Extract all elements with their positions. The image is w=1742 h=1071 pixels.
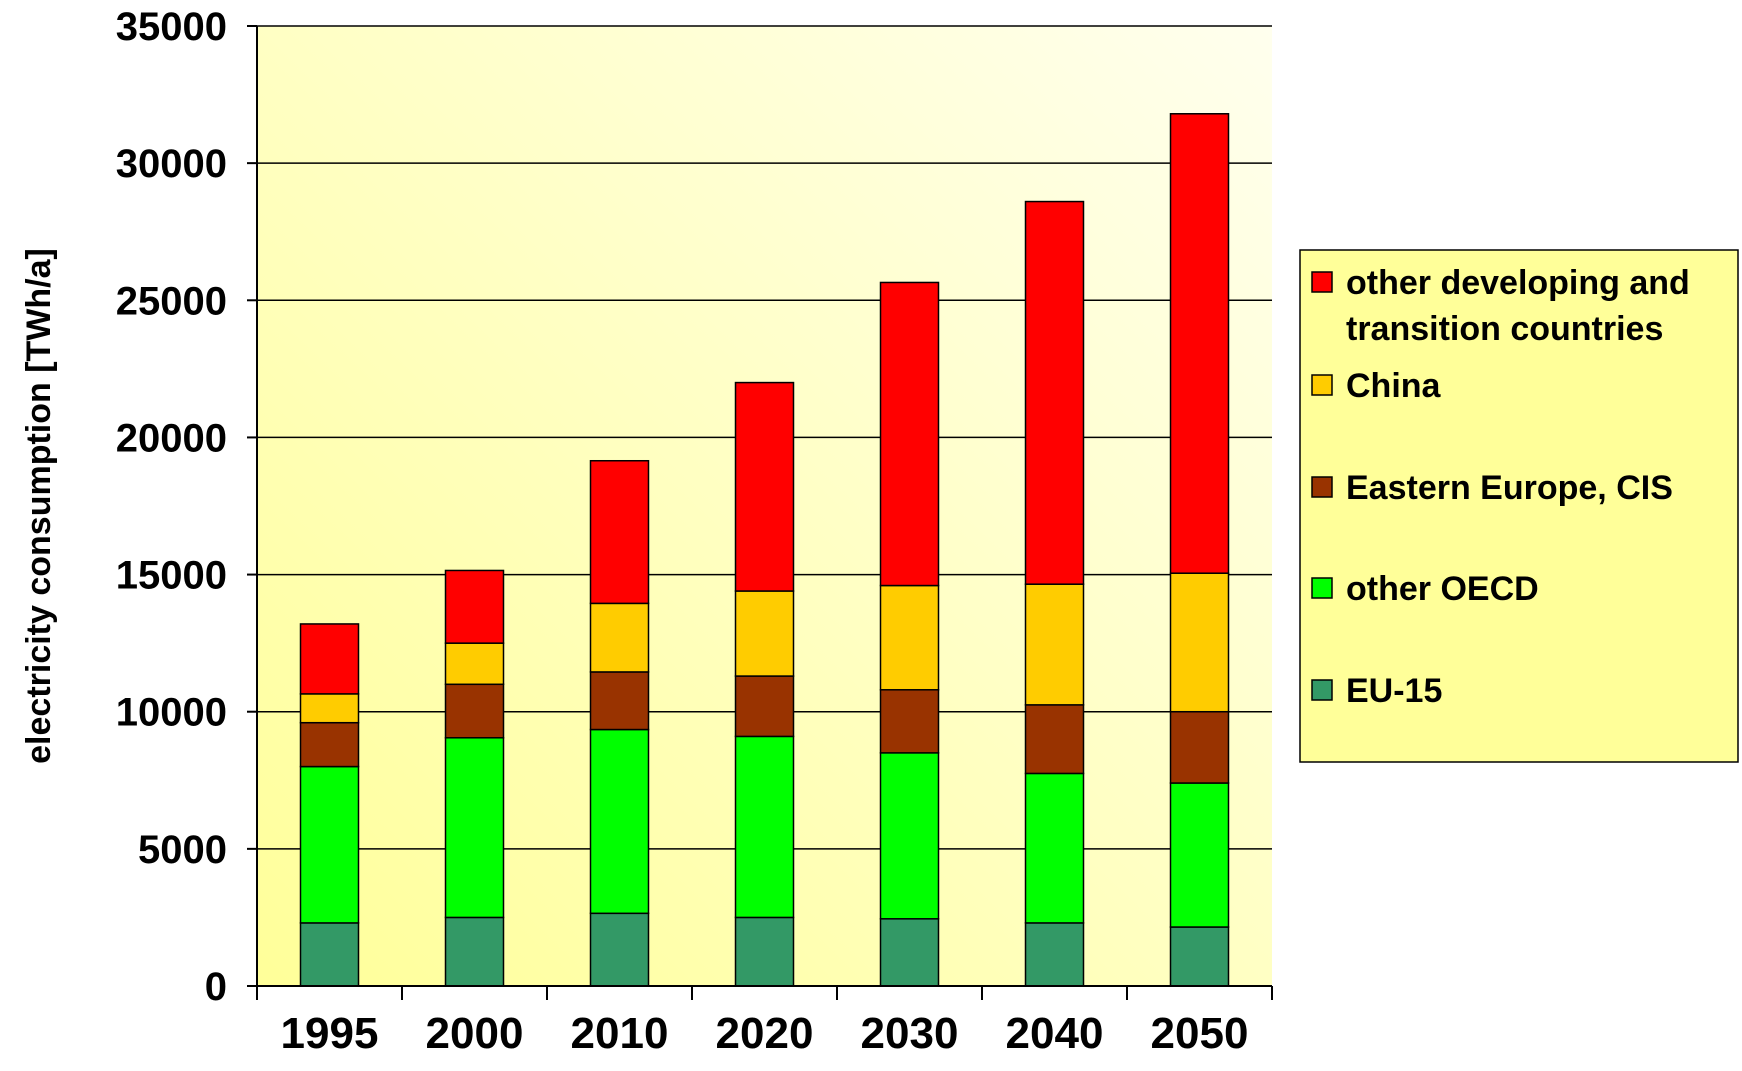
legend: other developing and transition countries… bbox=[1299, 249, 1739, 763]
x-tick-label: 2050 bbox=[1151, 1009, 1249, 1058]
x-tick-labels: 1995 2000 2010 2020 2030 2040 2050 bbox=[281, 1009, 1249, 1058]
bar-segment bbox=[879, 752, 940, 920]
bar-segment bbox=[1024, 583, 1085, 706]
bar-segment bbox=[1024, 922, 1085, 987]
bar-segment bbox=[879, 281, 940, 587]
x-tick-label: 2040 bbox=[1006, 1009, 1104, 1058]
bar-segment bbox=[734, 916, 795, 987]
bar-segment bbox=[589, 459, 650, 605]
bar-segment bbox=[444, 683, 505, 739]
bar-segment bbox=[589, 912, 650, 987]
y-axis-title: electricity consumption [TWh/a] bbox=[20, 248, 58, 764]
x-tick-label: 2030 bbox=[861, 1009, 959, 1058]
y-tick-label: 15000 bbox=[116, 554, 227, 598]
bar-segment bbox=[1169, 782, 1230, 928]
bars bbox=[299, 113, 1230, 987]
y-tick-label: 25000 bbox=[116, 279, 227, 323]
axes bbox=[247, 25, 1273, 1000]
bar-segment bbox=[734, 735, 795, 919]
bar-segment bbox=[589, 671, 650, 731]
bar-segment bbox=[589, 728, 650, 915]
bar-segment bbox=[299, 693, 360, 724]
x-tick-label: 2020 bbox=[716, 1009, 814, 1058]
bar-segment bbox=[1024, 772, 1085, 924]
legend-box bbox=[1299, 249, 1739, 763]
x-tick-label: 1995 bbox=[281, 1009, 379, 1058]
x-tick-label: 2000 bbox=[426, 1009, 524, 1058]
bar-segment bbox=[299, 721, 360, 768]
y-tick-labels: 0 5000 10000 15000 20000 25000 30000 35000 bbox=[116, 5, 227, 1009]
legend-label: other OECD bbox=[1346, 570, 1539, 608]
legend-label: transition countries bbox=[1346, 310, 1663, 348]
bar-segment bbox=[1169, 710, 1230, 784]
y-tick-label: 5000 bbox=[138, 828, 227, 872]
y-tick-label: 0 bbox=[205, 965, 227, 1009]
bar-segment bbox=[299, 623, 360, 695]
y-tick-label: 30000 bbox=[116, 142, 227, 186]
x-tick-label: 2010 bbox=[571, 1009, 669, 1058]
legend-label: China bbox=[1346, 367, 1442, 405]
bar-segment bbox=[299, 765, 360, 924]
legend-swatch bbox=[1311, 577, 1333, 599]
legend-swatch bbox=[1311, 679, 1333, 701]
bar-segment bbox=[444, 569, 505, 644]
legend-swatch bbox=[1311, 374, 1333, 396]
legend-label: Eastern Europe, CIS bbox=[1346, 469, 1673, 507]
bar-segment bbox=[1169, 113, 1230, 574]
bar-segment bbox=[879, 918, 940, 987]
bar-segment bbox=[879, 689, 940, 754]
bar-segment bbox=[734, 590, 795, 677]
legend-swatch bbox=[1311, 476, 1333, 498]
y-tick-label: 20000 bbox=[116, 416, 227, 460]
bar-segment bbox=[299, 922, 360, 987]
bar-segment bbox=[734, 675, 795, 738]
bar-segment bbox=[1024, 200, 1085, 585]
y-tick-label: 35000 bbox=[116, 5, 227, 49]
legend-swatch bbox=[1311, 271, 1333, 293]
bar-segment bbox=[1169, 926, 1230, 987]
bar-segment bbox=[1169, 572, 1230, 713]
bar-segment bbox=[1024, 704, 1085, 775]
bar-segment bbox=[444, 737, 505, 919]
bar-segment bbox=[879, 584, 940, 691]
bar-segment bbox=[444, 916, 505, 987]
bar-segment bbox=[589, 602, 650, 673]
legend-label: other developing and bbox=[1346, 264, 1690, 302]
bar-segment bbox=[734, 381, 795, 592]
y-tick-label: 10000 bbox=[116, 691, 227, 735]
legend-label: EU-15 bbox=[1346, 672, 1442, 710]
bar-segment bbox=[444, 642, 505, 686]
